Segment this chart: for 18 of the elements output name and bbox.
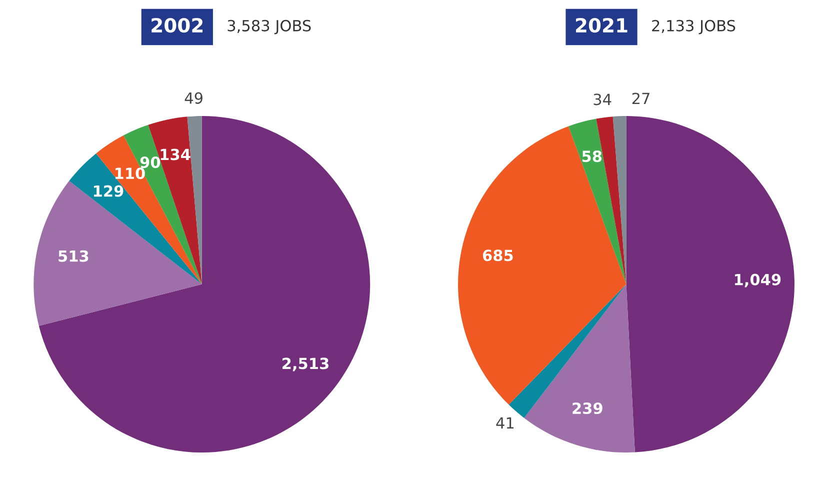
chart-subtitle: 2,133 JOBS [652,20,736,34]
data-label: 685 [482,250,513,262]
chart-title: 2021 [576,18,628,33]
data-label: 41 [496,417,514,428]
data-label: 34 [594,94,612,106]
data-label: 27 [632,92,650,104]
data-label: 1,049 [734,274,781,288]
data-label: 110 [115,168,145,180]
data-label: 49 [184,92,202,104]
data-label: 513 [58,250,88,262]
data-label: 90 [140,156,160,168]
data-label: 58 [582,150,602,162]
data-label: 134 [160,148,190,160]
chart-subtitle: 3,583 JOBS [228,20,311,34]
data-label: 129 [94,185,124,197]
chart-title: 2002 [152,18,203,33]
data-label: 239 [572,402,602,414]
data-label: 2,513 [282,358,328,372]
